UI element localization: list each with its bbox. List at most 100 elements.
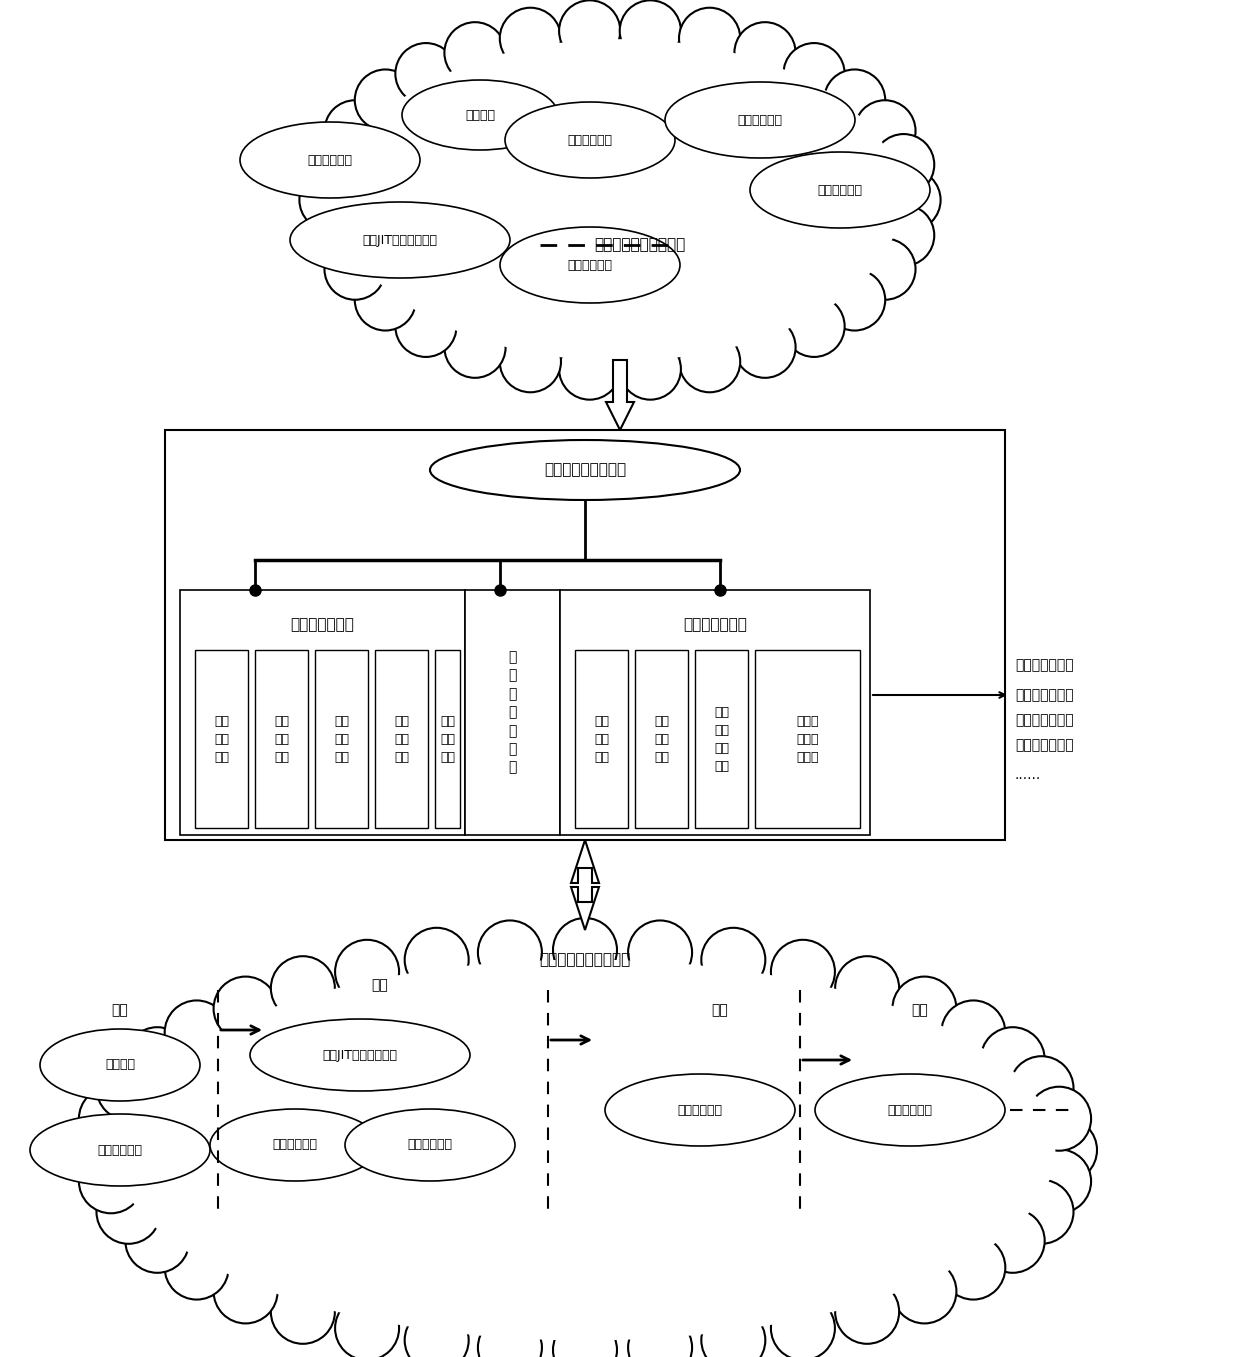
Bar: [755, 650, 861, 828]
Circle shape: [854, 100, 915, 161]
Circle shape: [396, 43, 456, 104]
Ellipse shape: [250, 1019, 470, 1091]
Circle shape: [299, 170, 361, 231]
Text: 电子工票系统: 电子工票系统: [273, 1139, 317, 1152]
Text: 自动分拣系统: 自动分拣系统: [817, 183, 863, 197]
Circle shape: [854, 239, 915, 300]
Text: 后道整理系统: 后道整理系统: [738, 114, 782, 126]
Circle shape: [702, 1308, 765, 1357]
Text: 生产: 生产: [372, 978, 388, 992]
Ellipse shape: [750, 152, 930, 228]
Text: 自动排版系统: 自动排版系统: [308, 153, 352, 167]
Text: 任务
分配
模块: 任务 分配 模块: [334, 715, 348, 764]
Circle shape: [553, 1318, 618, 1357]
Circle shape: [553, 917, 618, 982]
Circle shape: [325, 100, 386, 161]
Ellipse shape: [105, 950, 1065, 1350]
Circle shape: [702, 928, 765, 992]
Text: ......: ......: [1016, 768, 1042, 782]
Circle shape: [500, 8, 560, 69]
Circle shape: [680, 331, 740, 392]
Circle shape: [629, 920, 692, 984]
Circle shape: [620, 0, 681, 61]
Circle shape: [335, 940, 399, 1004]
Circle shape: [335, 1296, 399, 1357]
Circle shape: [784, 43, 844, 104]
Ellipse shape: [505, 102, 675, 178]
Text: 生产流程的衔接: 生产流程的衔接: [1016, 688, 1074, 702]
Ellipse shape: [241, 122, 420, 198]
Text: 后道: 后道: [712, 1003, 728, 1016]
Circle shape: [404, 1308, 469, 1357]
Text: 信息的综合展示: 信息的综合展示: [1016, 712, 1074, 727]
Text: 流程
配置
模块: 流程 配置 模块: [274, 715, 289, 764]
Ellipse shape: [340, 39, 900, 361]
Circle shape: [734, 316, 796, 377]
Circle shape: [444, 22, 506, 83]
Text: 裁剪: 裁剪: [112, 1003, 129, 1016]
Text: 服装JIT精益生产系统: 服装JIT精益生产系统: [322, 1049, 398, 1061]
Circle shape: [477, 920, 542, 984]
Bar: [165, 430, 1004, 840]
Circle shape: [559, 338, 620, 400]
Bar: [635, 650, 688, 828]
Ellipse shape: [40, 1029, 200, 1101]
Ellipse shape: [402, 80, 558, 151]
Ellipse shape: [330, 30, 910, 370]
Text: 拓扑
建立
模块: 拓扑 建立 模块: [440, 715, 455, 764]
Ellipse shape: [30, 1114, 210, 1186]
Polygon shape: [570, 840, 599, 883]
Circle shape: [79, 1087, 143, 1151]
Circle shape: [629, 1315, 692, 1357]
Bar: [435, 650, 460, 828]
Text: 吸挂生产系统: 吸挂生产系统: [408, 1139, 453, 1152]
Circle shape: [1009, 1056, 1074, 1120]
Text: 自动分拣系统: 自动分拣系统: [888, 1103, 932, 1117]
Text: 订单
创建
模块: 订单 创建 模块: [215, 715, 229, 764]
Circle shape: [1027, 1149, 1091, 1213]
Circle shape: [620, 338, 681, 400]
Circle shape: [835, 1280, 899, 1343]
Circle shape: [477, 1315, 542, 1357]
Text: 服装生产企业信息系统: 服装生产企业信息系统: [539, 953, 631, 968]
Bar: [315, 650, 368, 828]
Circle shape: [771, 940, 835, 1004]
Circle shape: [73, 1118, 136, 1182]
Circle shape: [835, 957, 899, 1020]
Circle shape: [79, 1149, 143, 1213]
Circle shape: [879, 170, 941, 231]
Circle shape: [325, 239, 386, 300]
Text: 后道整理系统: 后道整理系统: [677, 1103, 723, 1117]
Circle shape: [500, 331, 560, 392]
Bar: [195, 650, 248, 828]
Circle shape: [680, 8, 740, 69]
Circle shape: [306, 205, 367, 266]
Circle shape: [825, 69, 885, 130]
Polygon shape: [606, 360, 634, 430]
Text: 数据同步子系统: 数据同步子系统: [683, 617, 746, 632]
Circle shape: [1033, 1118, 1097, 1182]
Text: 多系统协同管理系统: 多系统协同管理系统: [544, 463, 626, 478]
Ellipse shape: [815, 1073, 1004, 1147]
Text: 数据加
载与更
新模块: 数据加 载与更 新模块: [796, 715, 818, 764]
Circle shape: [893, 977, 956, 1041]
Circle shape: [165, 1000, 228, 1064]
Circle shape: [559, 0, 620, 61]
Text: 系统类型自匹配: 系统类型自匹配: [1016, 658, 1074, 672]
Bar: [255, 650, 308, 828]
Circle shape: [784, 296, 844, 357]
Circle shape: [270, 1280, 335, 1343]
Circle shape: [1009, 1179, 1074, 1244]
Circle shape: [270, 957, 335, 1020]
Circle shape: [165, 1236, 228, 1300]
Text: 协同管理子系统: 协同管理子系统: [290, 617, 355, 632]
Text: 服装JIT精益生产系统: 服装JIT精益生产系统: [362, 233, 438, 247]
Circle shape: [355, 269, 415, 331]
Ellipse shape: [665, 81, 856, 157]
Ellipse shape: [430, 440, 740, 499]
Polygon shape: [570, 887, 599, 930]
Text: 自动排版系统: 自动排版系统: [98, 1144, 143, 1156]
Text: 分拣: 分拣: [911, 1003, 929, 1016]
Bar: [465, 590, 560, 835]
Circle shape: [825, 269, 885, 331]
